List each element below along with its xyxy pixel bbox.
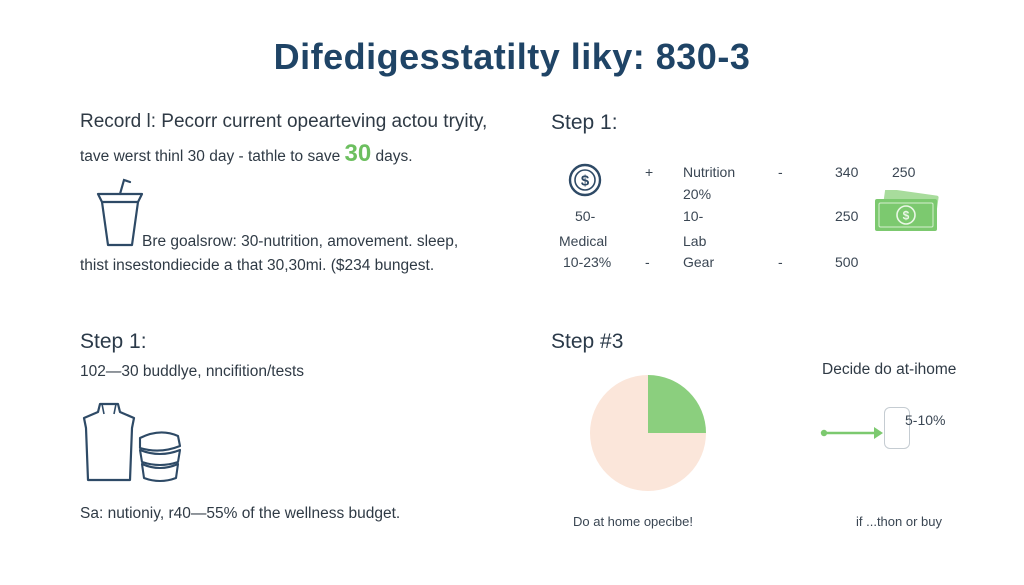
q2-dash-1: - [778, 164, 783, 180]
percent-box [884, 407, 910, 449]
pie-slice-2 [590, 375, 706, 491]
q3-heading: Step 1: [80, 330, 147, 353]
q4-right-label: Decide do at-ihome [822, 361, 957, 378]
q3-note: Sa: nutioniy, r40—55% of the wellness bu… [80, 505, 401, 522]
q1-line2-pre: tave werst thinl 30 day - tathle to save [80, 148, 341, 165]
q2-col1-value-2: 10-23% [563, 254, 612, 270]
pie-slice-1 [648, 375, 706, 433]
q2-dash-2: - [778, 254, 783, 270]
q2-col6-value: 250 [892, 164, 916, 180]
q1-line2: tave werst thinl 30 day - tathle to save… [80, 140, 413, 168]
svg-text:$: $ [581, 173, 590, 190]
q4-box-text: 5-10% [905, 412, 946, 428]
q1-heading: Record l: Pecorr current opearteving act… [80, 111, 488, 132]
containers-icon [136, 428, 184, 484]
q2-heading: Step 1: [551, 111, 618, 134]
q4-pie-caption: Do at home opecibe! [573, 514, 693, 529]
q2-value-250: 250 [835, 208, 859, 224]
q2-col1-value-1: 50- [575, 208, 596, 224]
q2-plus-sign: + [645, 164, 654, 180]
q1-highlight: 30 [344, 140, 372, 167]
q2-nutrition-pct: 20% [683, 186, 712, 202]
q2-value-340: 340 [835, 164, 859, 180]
q2-gear-label: Gear [683, 254, 715, 270]
q1-line2-post: days. [375, 148, 413, 165]
money-bill-icon: $ [873, 190, 939, 234]
q2-nutrition-label: Nutrition [683, 164, 736, 180]
q2-value-500: 500 [835, 254, 859, 270]
q4-bottom-caption: if ...thon or buy [856, 514, 942, 529]
cup-icon [94, 178, 146, 248]
q3-subtext: 102—30 buddlye, nncifition/tests [80, 363, 305, 380]
dollar-coin-icon: $ [567, 162, 603, 198]
bottle-icon [78, 400, 140, 484]
q1-note-line2: thist insestondiecide a that 30,30mi. ($… [80, 257, 435, 274]
arrow-right-icon [820, 424, 886, 442]
q2-col3-value: 10- [683, 208, 704, 224]
svg-text:$: $ [903, 209, 910, 223]
page-title: Difedigesstatilty liky: 830-3 [273, 36, 751, 77]
q4-heading: Step #3 [551, 330, 624, 353]
q2-lab-label: Lab [683, 233, 707, 249]
pie-chart [586, 371, 710, 500]
q2-col1-label: Medical [559, 233, 608, 249]
q2-minus-sign: - [645, 254, 650, 270]
q1-note-line1: Bre goalsrow: 30-nutrition, amovement. s… [142, 233, 459, 250]
pie-chart-svg [590, 375, 706, 491]
